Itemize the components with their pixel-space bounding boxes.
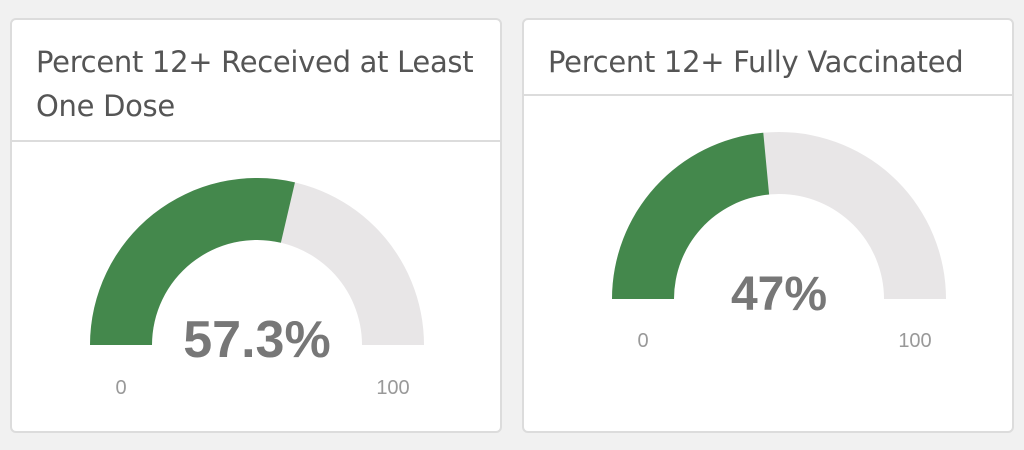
- gauge-value-arc: [90, 177, 295, 345]
- gauge-value-label: 47%: [731, 268, 827, 321]
- card-header: Percent 12+ Received at Least One Dose: [12, 20, 500, 142]
- gauge-min-label: 0: [637, 330, 648, 352]
- gauge-chart-fully-vaccinated: 47% 0 100: [612, 132, 946, 352]
- card-title: Percent 12+ Fully Vaccinated: [548, 45, 964, 79]
- gauge-card-at-least-one-dose: Percent 12+ Received at Least One Dose 5…: [10, 18, 502, 433]
- gauge-value-arc: [612, 132, 770, 299]
- gauge-chart-at-least-one-dose: 57.3% 0 100: [90, 177, 424, 399]
- gauge-value-label: 57.3%: [183, 311, 330, 369]
- card-header: Percent 12+ Fully Vaccinated: [524, 20, 1012, 96]
- gauge-min-label: 0: [115, 377, 126, 399]
- gauge-max-label: 100: [898, 330, 931, 352]
- gauge-max-label: 100: [376, 377, 409, 399]
- gauge-card-fully-vaccinated: Percent 12+ Fully Vaccinated 47% 0 100: [522, 18, 1014, 433]
- card-title: Percent 12+ Received at Least One Dose: [36, 45, 474, 123]
